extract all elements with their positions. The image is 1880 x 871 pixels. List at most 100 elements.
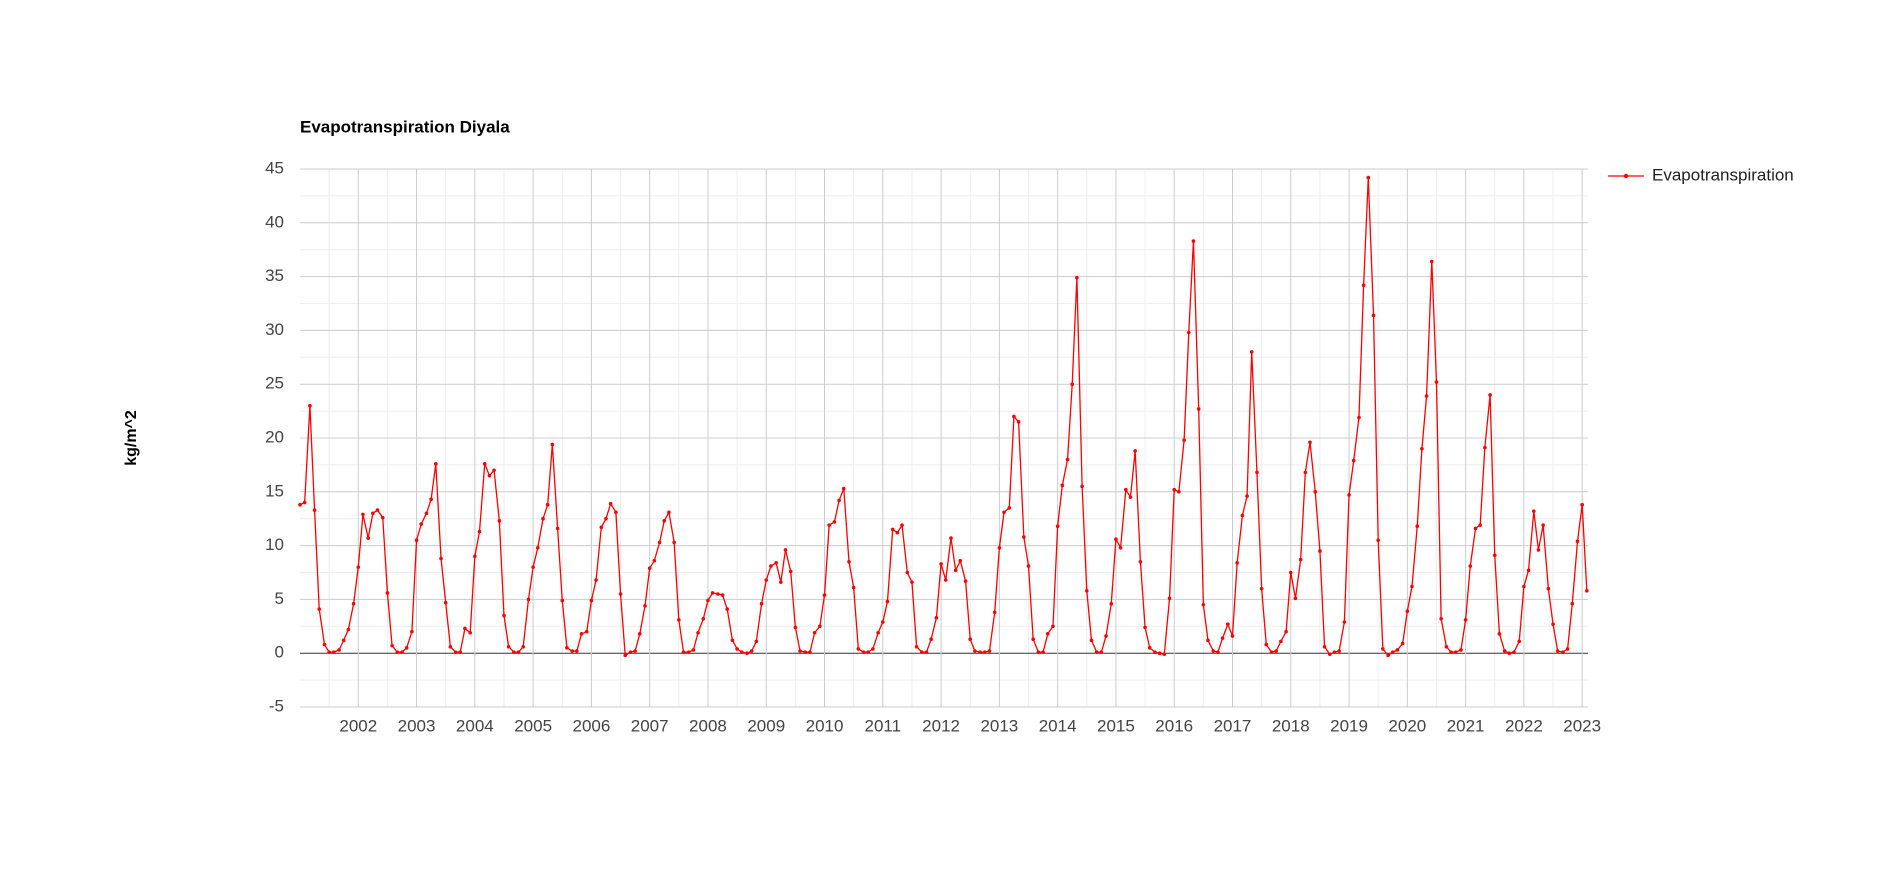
x-tick-label: 2021 (1447, 716, 1485, 735)
point (1099, 650, 1104, 654)
point (1147, 646, 1152, 650)
point (949, 536, 953, 540)
x-tick-label: 2011 (865, 716, 902, 735)
point (1269, 650, 1274, 654)
y-tick-label: 30 (265, 320, 284, 339)
point (1162, 652, 1167, 657)
x-tick-label: 2015 (1097, 716, 1135, 735)
point (575, 649, 579, 653)
point (1002, 510, 1006, 515)
x-tick-label: 2010 (806, 716, 844, 735)
point (847, 559, 851, 564)
point (1191, 239, 1196, 243)
point (851, 585, 856, 590)
point (803, 650, 808, 654)
point (1036, 650, 1041, 654)
x-tick-label: 2019 (1330, 716, 1368, 735)
point (1497, 632, 1502, 636)
point (987, 649, 992, 653)
point (623, 653, 628, 658)
point (759, 601, 764, 606)
x-tick-label: 2009 (747, 716, 785, 735)
point (1124, 487, 1128, 492)
point (1430, 259, 1434, 264)
point (618, 592, 623, 596)
point (429, 497, 433, 502)
point (1153, 650, 1157, 654)
point (477, 529, 482, 534)
point (1201, 602, 1206, 607)
point (633, 649, 637, 653)
x-tick-label: 2013 (980, 716, 1018, 735)
point (1016, 420, 1021, 424)
point (468, 630, 472, 635)
point (380, 515, 385, 520)
point (818, 624, 822, 629)
point (1089, 638, 1094, 643)
point (1167, 596, 1172, 601)
point (667, 510, 671, 515)
point (1517, 639, 1522, 644)
point (1444, 644, 1449, 649)
y-axis-label: kg/m^2 (123, 410, 140, 466)
point (749, 649, 754, 653)
point (298, 502, 302, 507)
point (1522, 584, 1526, 589)
point (414, 538, 419, 543)
point (1361, 283, 1366, 288)
point (1055, 524, 1060, 529)
point (1138, 559, 1143, 564)
point (1322, 644, 1327, 649)
point (1347, 493, 1351, 497)
point (973, 649, 977, 653)
point (710, 591, 715, 595)
point (584, 629, 589, 634)
point (686, 650, 691, 654)
point (1249, 350, 1254, 354)
point (545, 502, 550, 507)
point (691, 648, 696, 652)
legend-label: Evapotranspiration (1652, 165, 1794, 184)
point (1045, 632, 1050, 636)
point (774, 561, 778, 565)
point (822, 593, 827, 597)
point (1390, 650, 1395, 654)
point (535, 545, 540, 550)
point (1220, 636, 1225, 640)
point (1546, 586, 1551, 591)
point (982, 650, 987, 654)
point (327, 650, 331, 654)
point (1284, 629, 1288, 634)
point (1366, 175, 1371, 180)
x-tick-label: 2006 (572, 716, 610, 735)
point (541, 516, 545, 521)
point (1536, 548, 1541, 552)
point (322, 642, 327, 647)
legend-swatch-dot (1623, 173, 1629, 179)
point (1293, 596, 1298, 601)
point (1434, 380, 1439, 384)
point (312, 508, 317, 512)
point (1512, 650, 1516, 654)
point (754, 639, 759, 644)
point (914, 644, 919, 649)
point (570, 649, 574, 653)
x-tick-label: 2016 (1155, 716, 1193, 735)
point (905, 570, 910, 575)
point (1551, 622, 1555, 626)
point (812, 630, 817, 635)
point (672, 540, 676, 545)
point (1318, 549, 1322, 553)
point (939, 562, 943, 566)
point (662, 519, 667, 523)
point (953, 568, 958, 573)
point (1400, 641, 1405, 646)
point (764, 578, 769, 582)
point (837, 498, 841, 503)
point (1051, 624, 1055, 629)
point (579, 632, 584, 636)
point (1211, 649, 1216, 653)
y-tick-label: 0 (275, 643, 284, 662)
point (443, 600, 448, 605)
